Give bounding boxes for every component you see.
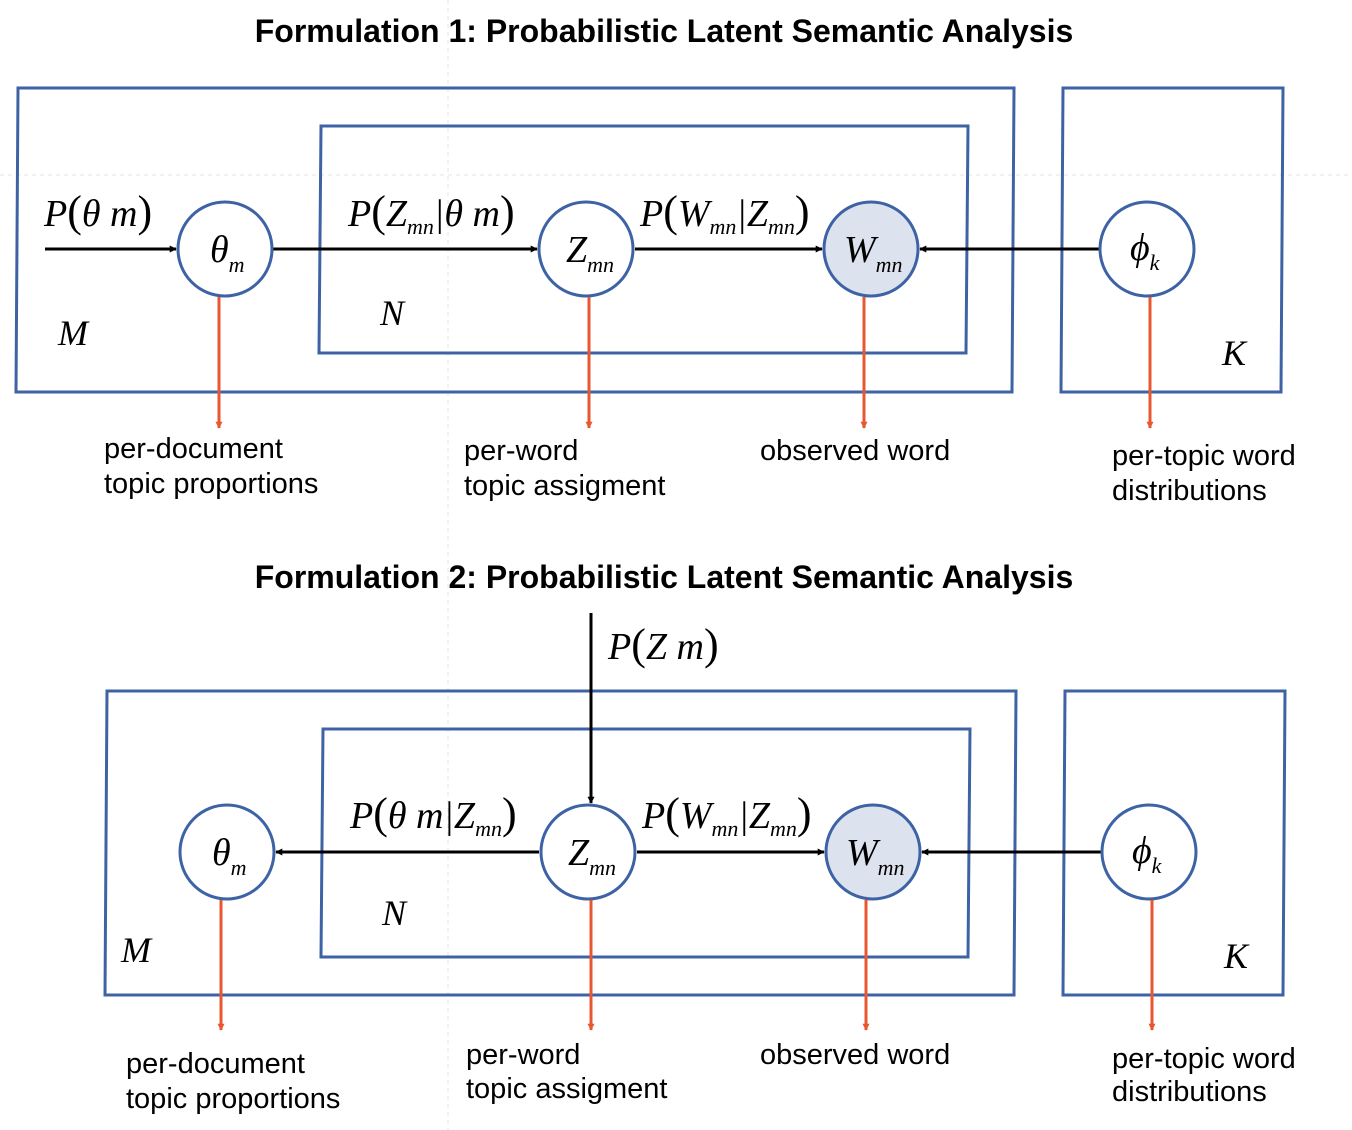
caption-z: per-word topic assigment <box>464 435 666 502</box>
formulation-1-title: Formulation 1: Probabilistic Latent Sema… <box>255 13 1074 49</box>
plate-n <box>317 124 970 355</box>
node-theta-symbol: θm <box>212 832 247 880</box>
node-theta: θm <box>178 803 276 901</box>
node-z-symbol: Zmn <box>568 832 616 880</box>
formulation-2-title: Formulation 2: Probabilistic Latent Sema… <box>255 559 1074 595</box>
node-z: Zmn <box>537 200 635 298</box>
node-w-symbol: Wmn <box>846 832 905 880</box>
plate-n-label: N <box>381 893 408 933</box>
node-phi: ϕk <box>1098 200 1196 298</box>
caption-theta: per-document topic proportions <box>104 433 318 500</box>
caption-phi: per-topic word distributions <box>1112 440 1296 507</box>
caption-w: observed word <box>760 435 950 467</box>
plate-k-label: K <box>1223 936 1250 976</box>
edge-label-p-w-given-z: P(Wmn|Zmn) <box>641 789 812 841</box>
formulation-2: Formulation 2: Probabilistic Latent Sema… <box>103 559 1296 1115</box>
plate-m <box>14 86 1016 394</box>
plate-k <box>1061 689 1287 997</box>
caption-z: per-word topic assigment <box>466 1039 668 1105</box>
node-phi-symbol: ϕk <box>1130 227 1161 275</box>
caption-w: observed word <box>760 1039 950 1071</box>
node-phi-symbol: ϕk <box>1132 830 1163 878</box>
node-phi: ϕk <box>1100 803 1198 901</box>
node-w-symbol: Wmn <box>844 229 903 277</box>
plate-n-label: N <box>379 293 406 333</box>
edge-label-p-theta: P(θ m) <box>43 187 152 236</box>
caption-phi: per-topic word distributions <box>1112 1043 1296 1108</box>
caption-theta: per-document topic proportions <box>126 1048 340 1115</box>
edge-label-p-z: P(Z m) <box>607 620 719 669</box>
node-theta: θm <box>176 200 274 298</box>
node-w-observed: Wmn <box>824 803 922 901</box>
plate-k-label: K <box>1221 333 1248 373</box>
plate-m <box>103 689 1018 997</box>
node-z-symbol: Zmn <box>566 229 614 277</box>
edge-label-p-w-given-z: P(Wmn|Zmn) <box>639 187 810 239</box>
node-theta-symbol: θm <box>210 229 245 277</box>
node-z: Zmn <box>539 803 637 901</box>
edge-label-p-z-given-theta: P(Zmn|θ m) <box>347 187 515 239</box>
plate-k <box>1059 86 1285 394</box>
formulation-1: Formulation 1: Probabilistic Latent Sema… <box>14 13 1296 507</box>
plate-m-label: M <box>120 930 153 970</box>
node-w-observed: Wmn <box>822 200 920 298</box>
edge-label-p-theta-given-z: P(θ m|Zmn) <box>349 789 517 841</box>
plate-n <box>319 727 972 959</box>
plate-m-label: M <box>57 313 90 353</box>
